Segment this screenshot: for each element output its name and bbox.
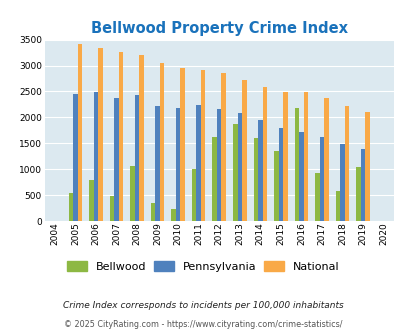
Bar: [232, 124, 237, 221]
Bar: [221, 73, 226, 221]
Bar: [155, 107, 160, 221]
Bar: [282, 92, 287, 221]
Bar: [73, 93, 77, 221]
Bar: [175, 108, 180, 221]
Bar: [303, 92, 307, 221]
Bar: [98, 48, 102, 221]
Bar: [278, 128, 282, 221]
Bar: [258, 120, 262, 221]
Bar: [109, 196, 114, 221]
Bar: [216, 109, 221, 221]
Bar: [151, 204, 155, 221]
Bar: [339, 144, 344, 221]
Legend: Bellwood, Pennsylvania, National: Bellwood, Pennsylvania, National: [62, 257, 343, 277]
Bar: [319, 137, 324, 221]
Bar: [94, 92, 98, 221]
Bar: [355, 167, 360, 221]
Bar: [130, 166, 134, 221]
Bar: [196, 105, 200, 221]
Bar: [344, 107, 348, 221]
Bar: [119, 52, 123, 221]
Bar: [134, 95, 139, 221]
Bar: [335, 190, 339, 221]
Bar: [139, 55, 143, 221]
Bar: [114, 98, 119, 221]
Bar: [273, 151, 278, 221]
Bar: [89, 180, 94, 221]
Bar: [180, 68, 185, 221]
Bar: [68, 193, 73, 221]
Text: Crime Index corresponds to incidents per 100,000 inhabitants: Crime Index corresponds to incidents per…: [62, 301, 343, 310]
Bar: [241, 80, 246, 221]
Bar: [253, 138, 258, 221]
Bar: [294, 108, 298, 221]
Bar: [77, 44, 82, 221]
Bar: [298, 132, 303, 221]
Title: Bellwood Property Crime Index: Bellwood Property Crime Index: [90, 21, 347, 36]
Bar: [262, 87, 266, 221]
Bar: [192, 169, 196, 221]
Bar: [314, 173, 319, 221]
Bar: [237, 113, 241, 221]
Bar: [212, 137, 216, 221]
Bar: [364, 112, 369, 221]
Bar: [360, 149, 364, 221]
Bar: [200, 70, 205, 221]
Bar: [160, 63, 164, 221]
Bar: [171, 209, 175, 221]
Text: © 2025 CityRating.com - https://www.cityrating.com/crime-statistics/: © 2025 CityRating.com - https://www.city…: [64, 319, 341, 329]
Bar: [324, 98, 328, 221]
